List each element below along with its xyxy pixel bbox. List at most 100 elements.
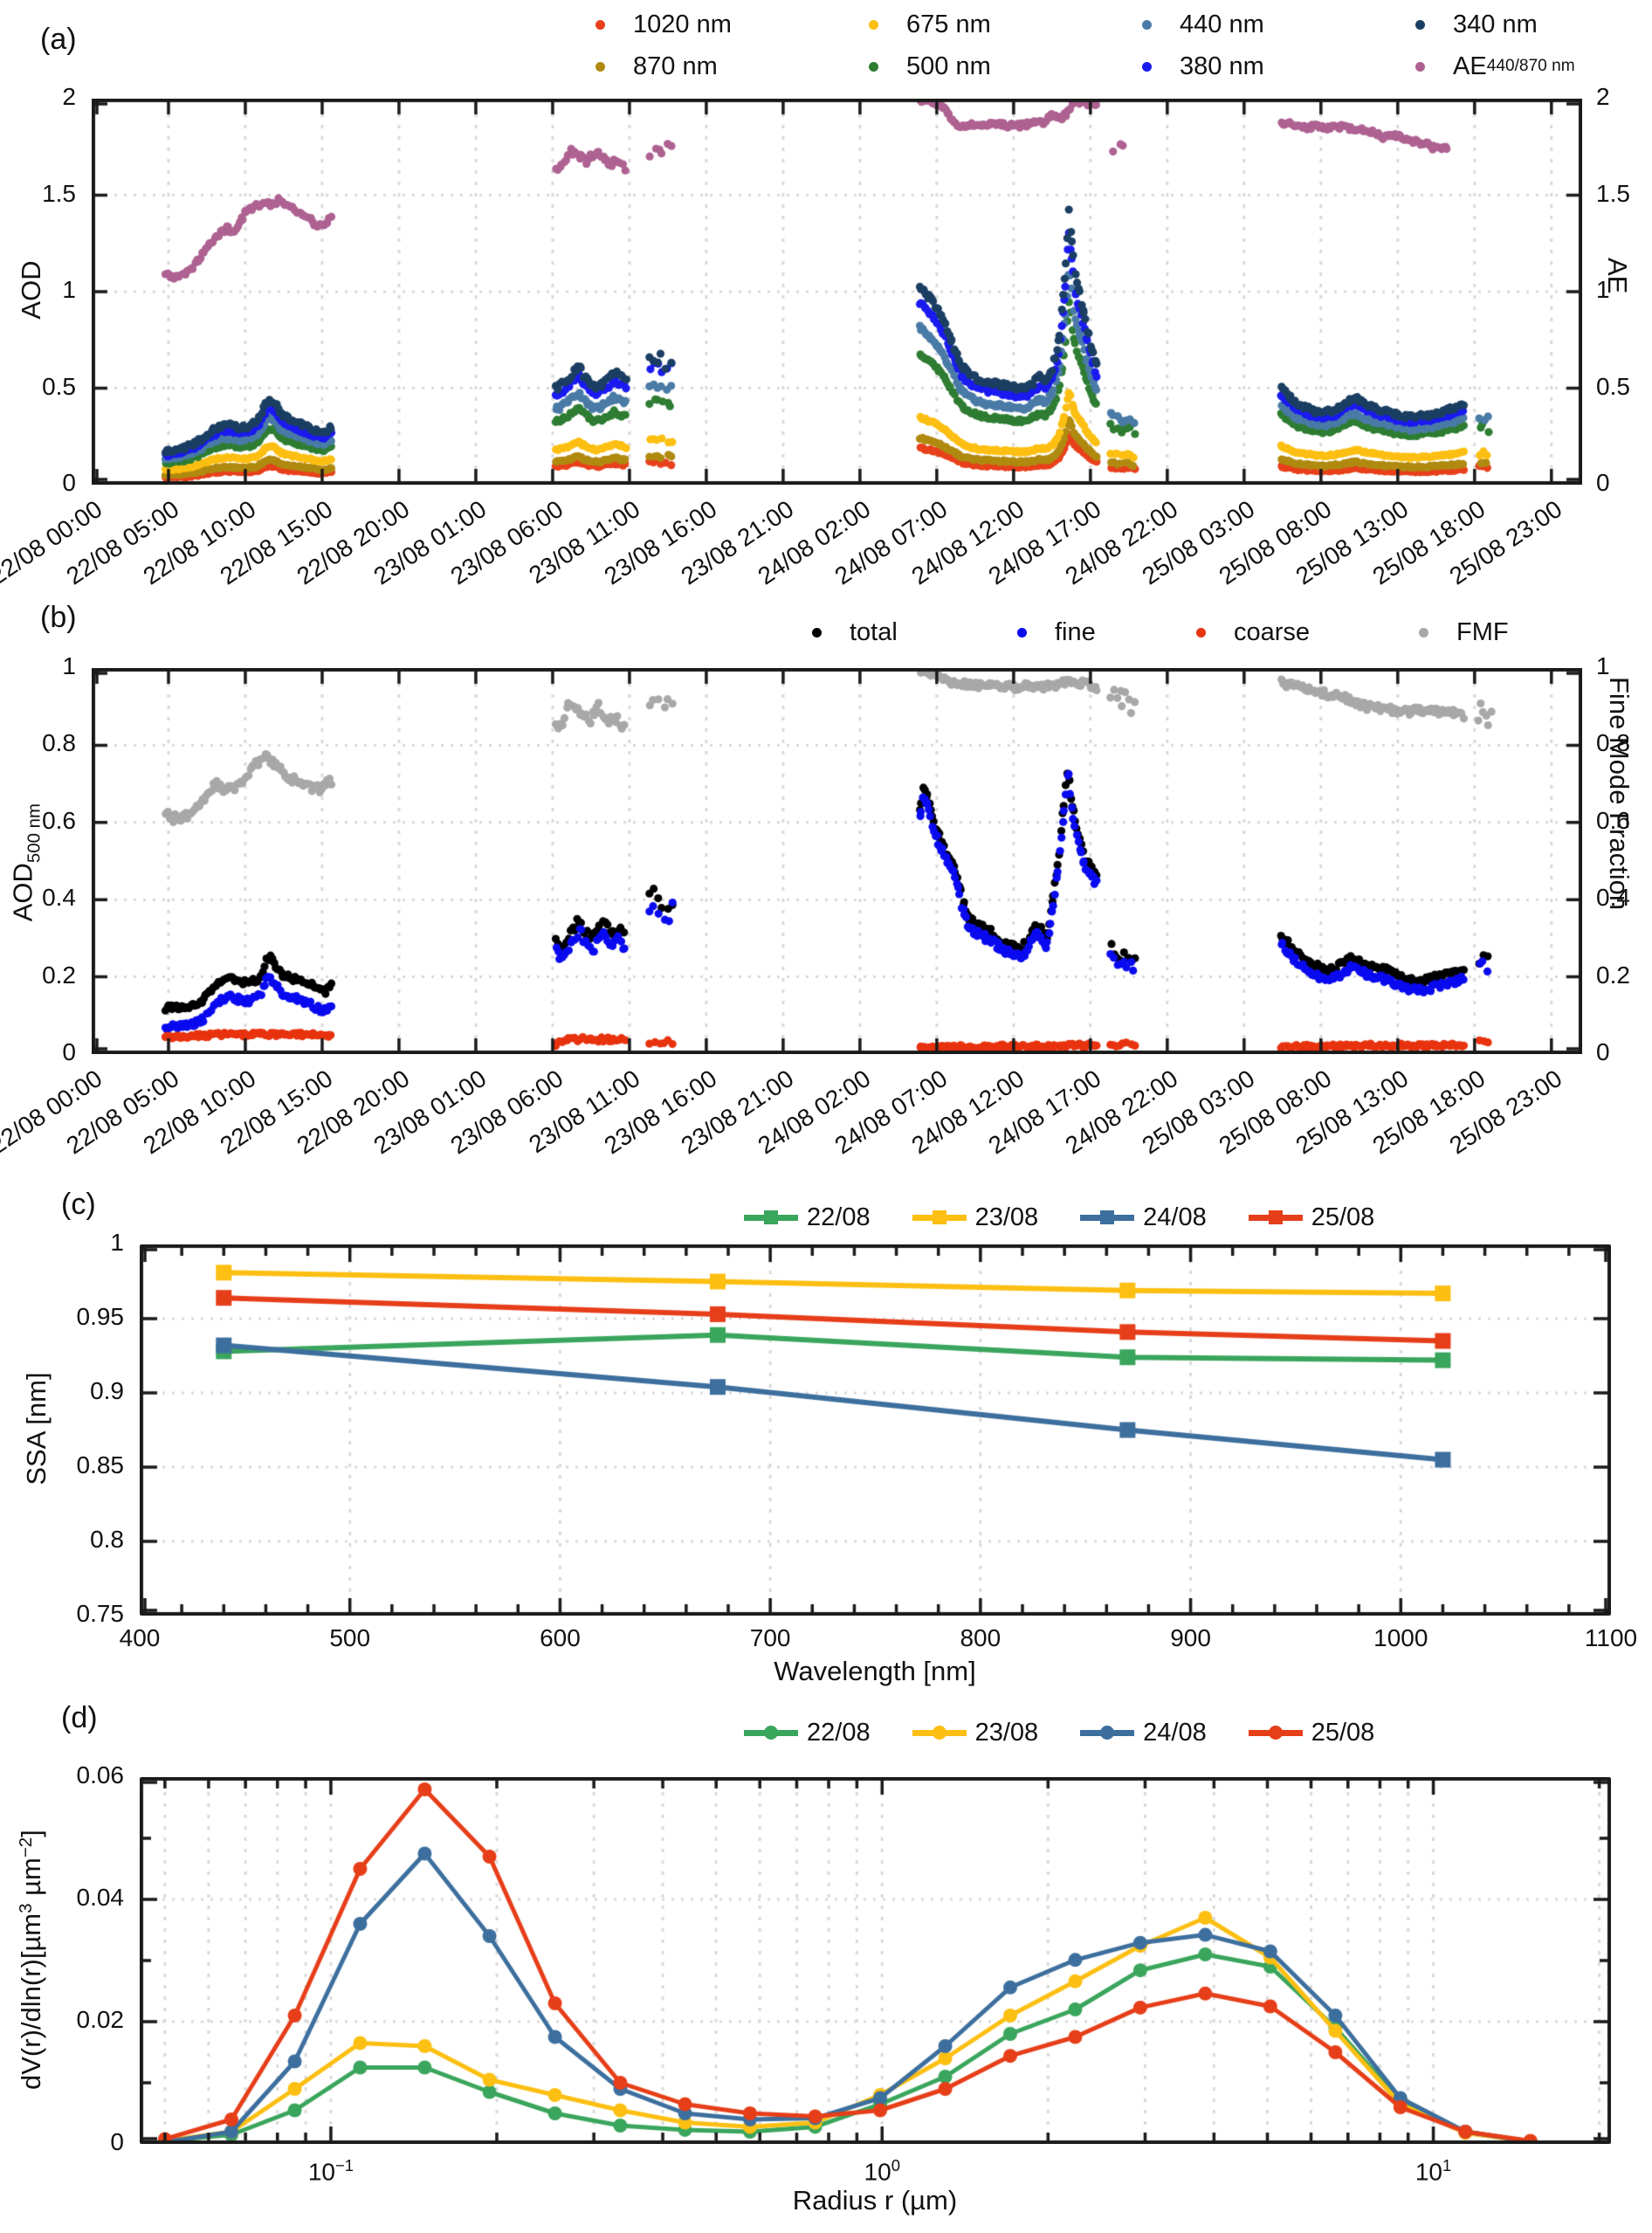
y-tick-label-left: 1 xyxy=(110,1229,124,1256)
y-tick-label-left: 0.5 xyxy=(42,372,76,400)
y-tick-label-left: 0.8 xyxy=(42,729,76,757)
legend-item-1020-nm: 1020 nm xyxy=(595,10,869,39)
legend-marker-icon xyxy=(1415,19,1425,30)
legend-item-24-08: 24/08 xyxy=(1080,1203,1207,1232)
panel-d-xlabel: Radius r (µm) xyxy=(792,2185,958,2216)
legend-item-23-08: 23/08 xyxy=(912,1203,1038,1232)
legend-label: coarse xyxy=(1234,617,1311,646)
legend-item-coarse: coarse xyxy=(1196,618,1419,647)
y-tick-label-right: 0.8 xyxy=(1596,729,1630,757)
legend-label: 340 nm xyxy=(1453,10,1538,38)
y-tick-label-right: 2 xyxy=(1596,83,1610,110)
panel-d-ylabel-pre: dV(r)/dln(r)[µm xyxy=(16,1913,47,2090)
legend-label: 440 nm xyxy=(1180,10,1264,38)
panel-a-legend: 1020 nm 675 nm 440 nm 340 nm 870 nm 500 nm 380… xyxy=(595,3,1652,87)
panel-d-ylabel-post: ] xyxy=(16,1830,47,1837)
y-tick-label-left: 1.5 xyxy=(42,179,76,207)
legend-marker-icon xyxy=(595,61,605,72)
y-tick-label-right: 0.2 xyxy=(1596,961,1630,989)
panel-b-plot xyxy=(92,668,1582,1054)
y-tick-label-left: 0.2 xyxy=(42,961,76,989)
y-tick-label-right: 0.4 xyxy=(1596,884,1630,912)
legend-label: 870 nm xyxy=(633,52,718,80)
panel-c-label: (c) xyxy=(61,1188,96,1221)
panel-b-right-ylabel: Fine Mode Fraction xyxy=(1604,677,1635,911)
legend-marker-icon xyxy=(812,627,822,638)
y-tick-label-left: 0 xyxy=(110,2128,124,2155)
legend-item-23-08: 23/08 xyxy=(912,1718,1039,1747)
legend-item-fmf: FMF xyxy=(1419,618,1559,647)
legend-item-380-nm: 380 nm xyxy=(1142,52,1415,81)
legend-item-24-08: 24/08 xyxy=(1080,1719,1207,1747)
y-tick-label-right: 1 xyxy=(1596,652,1610,679)
legend-item-340-nm: 340 nm xyxy=(1415,10,1652,39)
legend-line-marker-icon xyxy=(912,1725,967,1740)
y-tick-label-right: 0 xyxy=(1596,469,1610,496)
legend-line-marker-icon xyxy=(1080,1210,1135,1224)
legend-label: 25/08 xyxy=(1311,1718,1375,1747)
y-tick-label-left: 0.75 xyxy=(76,1600,125,1627)
legend-marker-icon xyxy=(1017,627,1027,638)
y-tick-label-left: 0.9 xyxy=(90,1377,124,1404)
legend-marker-icon xyxy=(1419,627,1428,638)
y-tick-label-right: 1 xyxy=(1596,276,1610,303)
x-tick-label: 600 xyxy=(540,1624,581,1651)
panel-c-plot xyxy=(140,1244,1611,1616)
y-tick-label-left: 0.4 xyxy=(42,884,76,912)
panel-a-label: (a) xyxy=(40,23,77,56)
panel-a-plot xyxy=(92,99,1582,485)
legend-label: 23/08 xyxy=(974,1718,1039,1747)
y-tick-label-left: 2 xyxy=(62,83,76,110)
legend-label: 500 nm xyxy=(906,52,991,80)
legend-label: 22/08 xyxy=(807,1718,871,1747)
x-tick-label: 500 xyxy=(329,1624,371,1651)
panel-d-label: (d) xyxy=(61,1701,98,1734)
panel-c-legend: 22/08 23/08 24/08 25/08 xyxy=(744,1198,1416,1237)
legend-item-22-08: 22/08 xyxy=(744,1719,871,1747)
panel-d-plot xyxy=(140,1777,1611,2144)
panel-d-legend: 22/08 23/08 24/08 25/08 xyxy=(744,1713,1416,1752)
x-tick-label: 1100 xyxy=(1584,1624,1638,1651)
y-tick-label-left: 0.8 xyxy=(90,1526,124,1553)
legend-label: 25/08 xyxy=(1311,1203,1375,1231)
panel-b-legend: total fine coarse FMF xyxy=(812,611,1559,653)
y-tick-label-left: 0.95 xyxy=(76,1303,125,1330)
legend-marker-icon xyxy=(595,19,605,30)
legend-line-marker-icon xyxy=(1248,1210,1303,1224)
legend-line-marker-icon xyxy=(912,1210,967,1224)
legend-line-marker-icon xyxy=(744,1210,798,1224)
panel-b-label: (b) xyxy=(40,601,77,634)
y-tick-label-left: 0.06 xyxy=(76,1761,125,1788)
legend-label: 24/08 xyxy=(1143,1203,1207,1231)
legend-label: 24/08 xyxy=(1143,1718,1207,1747)
legend-label: AE xyxy=(1453,52,1487,80)
legend-label-sub: 440/870 nm xyxy=(1486,57,1575,75)
panel-d-ylabel-sup2: −2 xyxy=(15,1837,36,1858)
x-tick-label: 101 xyxy=(1415,2156,1452,2186)
legend-item-500-nm: 500 nm xyxy=(869,52,1142,81)
x-tick-label: 10−1 xyxy=(307,2156,354,2186)
legend-label: 1020 nm xyxy=(633,10,732,38)
y-tick-label-left: 0 xyxy=(62,469,76,496)
panel-c-xlabel: Wavelength [nm] xyxy=(774,1656,976,1686)
y-tick-label-right: 0.6 xyxy=(1596,806,1630,834)
legend-label: 22/08 xyxy=(807,1203,871,1231)
legend-item-25-08: 25/08 xyxy=(1248,1718,1375,1747)
legend-label: fine xyxy=(1055,617,1096,646)
legend-marker-icon xyxy=(1415,61,1425,72)
legend-label: 675 nm xyxy=(906,10,991,38)
legend-line-marker-icon xyxy=(744,1725,798,1740)
y-tick-label-left: 0.02 xyxy=(76,2006,125,2033)
legend-label: total xyxy=(850,617,898,646)
legend-line-marker-icon xyxy=(1248,1725,1303,1740)
y-tick-label-right: 1.5 xyxy=(1596,179,1630,207)
legend-marker-icon xyxy=(1142,61,1152,72)
x-tick-label: 900 xyxy=(1170,1624,1211,1651)
legend-label: 380 nm xyxy=(1180,52,1264,80)
x-tick-label: 700 xyxy=(749,1624,791,1651)
legend-item-870-nm: 870 nm xyxy=(595,52,869,81)
legend-label: FMF xyxy=(1456,617,1509,646)
y-tick-label-right: 0.5 xyxy=(1596,372,1630,400)
legend-marker-icon xyxy=(1142,19,1152,30)
